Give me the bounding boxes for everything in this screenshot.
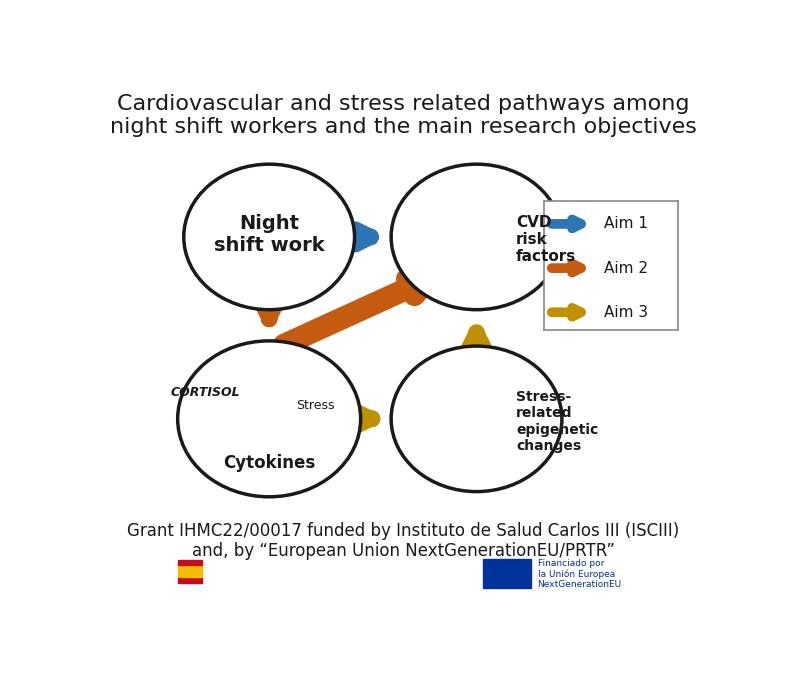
Circle shape: [391, 346, 562, 491]
Circle shape: [391, 164, 562, 310]
Text: Cardiovascular and stress related pathways among
night shift workers and the mai: Cardiovascular and stress related pathwa…: [110, 94, 696, 137]
Circle shape: [184, 164, 354, 310]
Text: Night
shift work: Night shift work: [214, 214, 324, 255]
Text: CVD
risk
factors: CVD risk factors: [516, 215, 576, 265]
Bar: [178, 560, 202, 566]
Circle shape: [178, 341, 360, 497]
Bar: [482, 559, 531, 588]
Bar: [178, 566, 202, 577]
Text: Grant IHMC22/00017 funded by Instituto de Salud Carlos III (ISCIII)
and, by “Eur: Grant IHMC22/00017 funded by Instituto d…: [127, 522, 679, 560]
Bar: [178, 577, 202, 583]
Text: CORTISOL: CORTISOL: [170, 386, 240, 400]
Text: Stress: Stress: [296, 400, 334, 412]
Text: Cytokines: Cytokines: [223, 454, 316, 472]
Text: Financiado por
la Unión Europea
NextGenerationEU: Financiado por la Unión Europea NextGene…: [538, 558, 622, 589]
Text: Stress-
related
epigenetic
changes: Stress- related epigenetic changes: [516, 390, 598, 453]
